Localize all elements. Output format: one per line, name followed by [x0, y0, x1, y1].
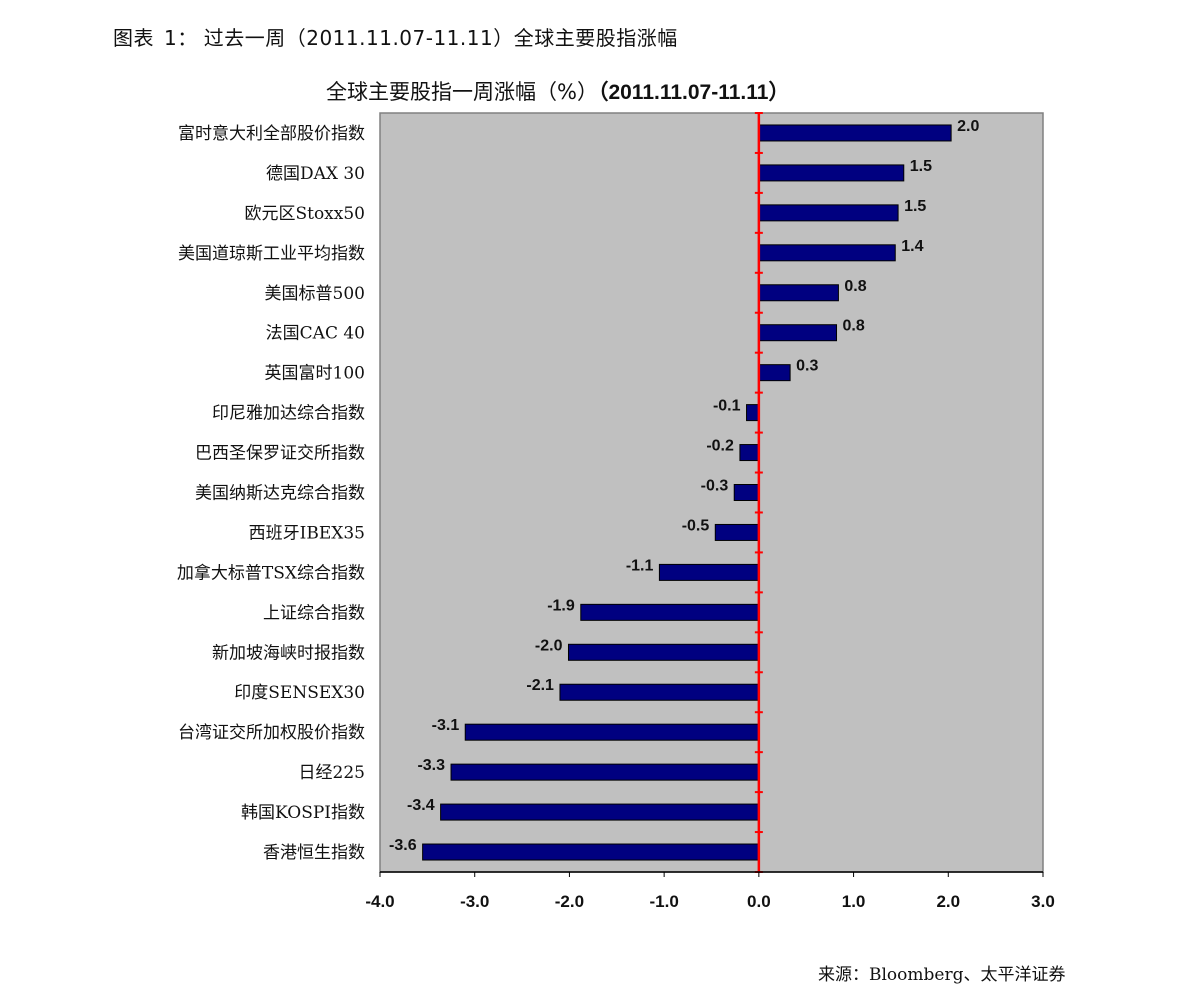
- bar: [746, 404, 760, 422]
- category-label: 印度SENSEX30: [234, 683, 365, 703]
- data-label: -3.6: [389, 837, 417, 854]
- x-tick-label: -1.0: [649, 892, 678, 911]
- bar: [450, 763, 760, 781]
- category-label: 印尼雅加达综合指数: [212, 404, 365, 424]
- bar: [758, 124, 952, 142]
- data-label: -3.1: [432, 717, 460, 734]
- category-label: 台湾证交所加权股价指数: [178, 723, 365, 743]
- plot-area: [379, 112, 1044, 873]
- category-label: 富时意大利全部股价指数: [178, 124, 365, 144]
- data-label: 2.0: [957, 118, 979, 135]
- data-label: 0.8: [843, 318, 865, 335]
- data-label: -1.1: [626, 557, 654, 574]
- data-label: -0.3: [701, 478, 729, 495]
- bar: [739, 444, 760, 462]
- chart-title-main: 全球主要股指一周涨幅（%）: [326, 80, 598, 104]
- category-label: 日经225: [299, 763, 365, 783]
- caption-text: 过去一周（2011.11.07-11.11）全球主要股指涨幅: [203, 26, 678, 50]
- x-tick-label: 0.0: [747, 892, 771, 911]
- data-label: -3.3: [417, 757, 445, 774]
- category-label: 新加坡海峡时报指数: [212, 643, 365, 663]
- category-label: 欧元区Stoxx50: [244, 204, 365, 224]
- category-label: 法国CAC 40: [266, 324, 365, 344]
- x-tick-label: 2.0: [936, 892, 960, 911]
- data-label: -2.1: [526, 677, 554, 694]
- bar: [714, 523, 760, 541]
- category-label: 巴西圣保罗证交所指数: [195, 444, 365, 464]
- bar: [440, 803, 760, 821]
- bar: [758, 284, 839, 302]
- category-label: 香港恒生指数: [263, 843, 365, 863]
- category-label: 美国道琼斯工业平均指数: [178, 244, 365, 264]
- x-tick-label: 1.0: [842, 892, 866, 911]
- bar: [758, 364, 791, 382]
- x-tick-label: 3.0: [1031, 892, 1055, 911]
- caption-number: 1：: [164, 26, 198, 50]
- bar: [422, 843, 760, 861]
- data-label: -3.4: [407, 797, 435, 814]
- data-label: -1.9: [547, 597, 575, 614]
- x-tick-label: -4.0: [365, 892, 394, 911]
- data-label: -0.1: [713, 398, 741, 415]
- data-label: 0.3: [796, 358, 818, 375]
- category-label: 英国富时100: [265, 364, 365, 384]
- bar: [567, 643, 760, 661]
- bar: [580, 603, 760, 621]
- bar: [733, 484, 760, 501]
- caption-prefix: 图表: [113, 26, 154, 50]
- category-label: 加拿大标普TSX综合指数: [177, 562, 365, 583]
- chart-title-period: （2011.11.07-11.11）: [597, 81, 790, 104]
- bar: [758, 164, 905, 182]
- bar: [758, 244, 896, 262]
- figure-caption: 图表 1： 过去一周（2011.11.07-11.11）全球主要股指涨幅: [113, 22, 678, 51]
- data-label: 1.5: [904, 198, 926, 215]
- source-note: 来源：Bloomberg、太平洋证券: [818, 965, 1066, 985]
- category-label: 西班牙IBEX35: [249, 523, 365, 543]
- data-label: -2.0: [535, 637, 563, 654]
- data-label: -0.2: [706, 438, 734, 455]
- data-label: 1.4: [901, 238, 923, 255]
- bar: [658, 563, 760, 581]
- bar: [464, 723, 760, 741]
- bar: [559, 683, 760, 701]
- bar: [758, 324, 838, 342]
- x-tick-label: -3.0: [460, 892, 489, 911]
- data-label: -0.5: [682, 517, 710, 534]
- category-label: 上证综合指数: [263, 603, 365, 623]
- category-label: 美国标普500: [265, 284, 365, 304]
- category-label: 德国DAX 30: [266, 164, 365, 184]
- chart-title: 全球主要股指一周涨幅（%）（2011.11.07-11.11）: [326, 76, 789, 106]
- category-label: 美国纳斯达克综合指数: [195, 484, 365, 504]
- x-tick-label: -2.0: [555, 892, 584, 911]
- bar: [758, 204, 899, 222]
- data-label: 0.8: [844, 278, 866, 295]
- category-label: 韩国KOSPI指数: [241, 803, 365, 823]
- data-label: 1.5: [910, 158, 932, 175]
